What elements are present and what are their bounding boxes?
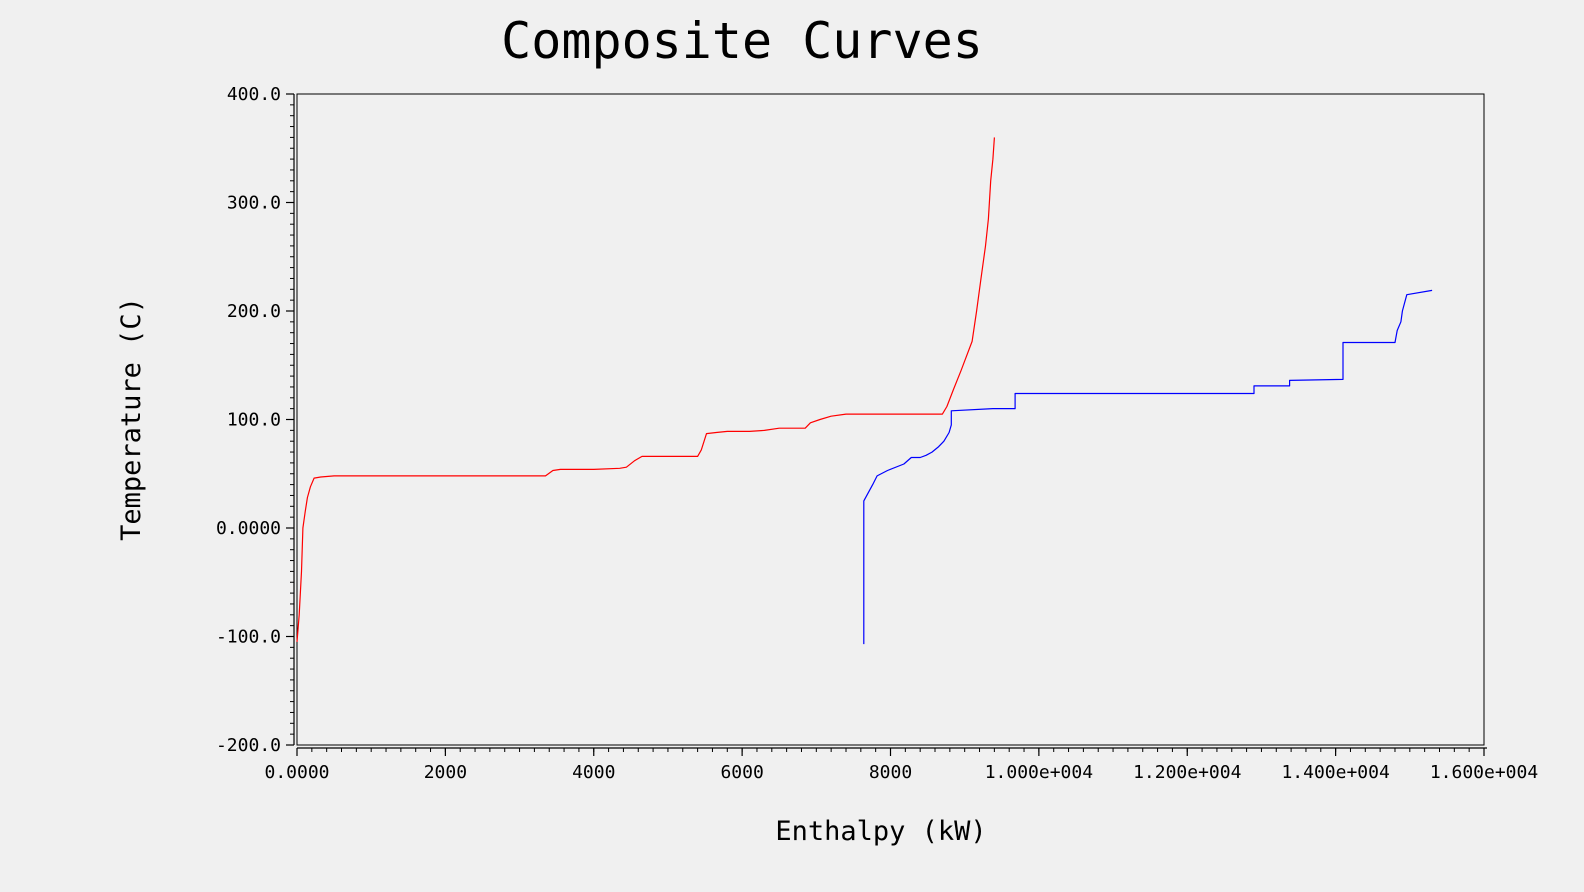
chart-title: Composite Curves [501,12,983,70]
y-tick-label: -100.0 [216,627,281,648]
y-tick-label: -200.0 [216,735,281,756]
x-tick-label: 6000 [720,762,763,783]
y-tick-label: 100.0 [227,410,281,431]
x-tick-label: 8000 [869,762,912,783]
x-tick-label: 0.0000 [264,762,329,783]
y-tick-label: 0.0000 [216,518,281,539]
x-axis-title: Enthalpy (kW) [775,816,986,847]
y-axis-title: Temperature (C) [116,297,147,541]
y-tick-label: 400.0 [227,84,281,105]
y-axis-ticks: -200.0 -100.0 0.0000 100.0 200.0 300.0 400.0 [216,84,294,756]
x-tick-label: 2000 [424,762,467,783]
x-tick-label: 1.600e+004 [1430,762,1538,783]
x-axis-ticks: 0.0000 2000 4000 6000 8000 1.000e+004 1.200e+0… [264,748,1538,783]
plot-border [296,93,1485,746]
x-tick-label: 4000 [572,762,615,783]
hot-composite-curve [296,137,995,642]
minor-ticks [290,93,1485,752]
series-lines [296,137,1433,645]
x-tick-label: 1.400e+004 [1281,762,1389,783]
x-tick-label: 1.200e+004 [1133,762,1241,783]
plot-area [293,93,1487,749]
cold-composite-curve [863,289,1433,645]
y-tick-label: 300.0 [227,193,281,214]
y-tick-label: 200.0 [227,301,281,322]
x-tick-label: 1.000e+004 [985,762,1093,783]
